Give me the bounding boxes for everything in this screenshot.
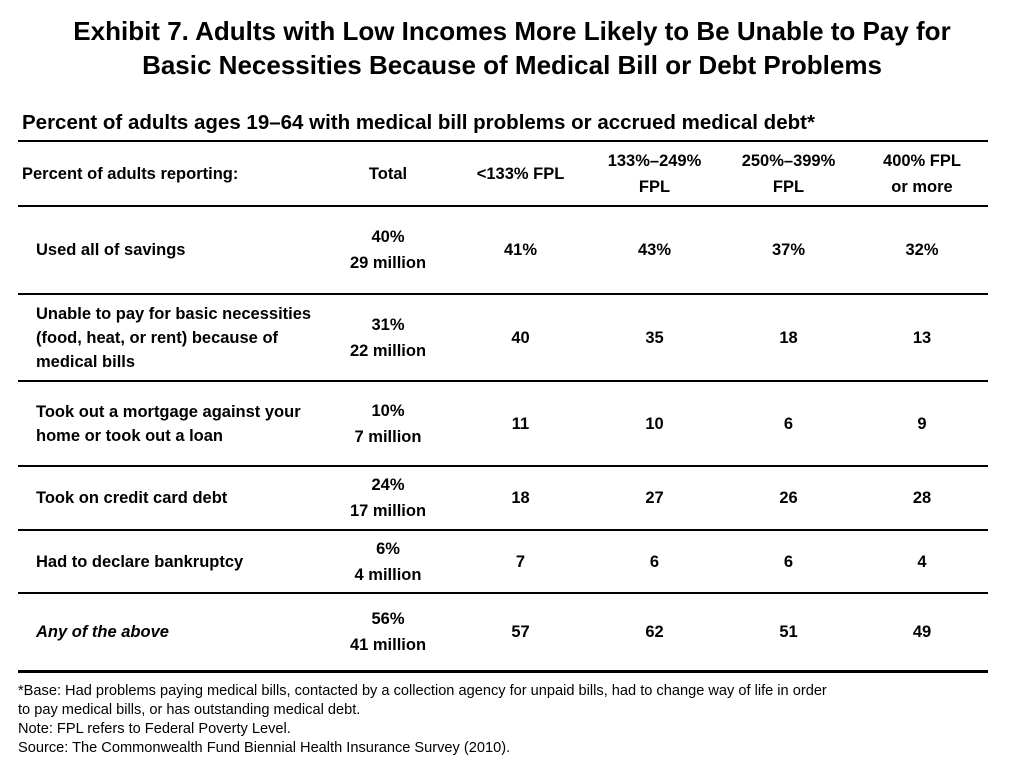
fpl-below-133-cell: 11 — [511, 414, 530, 433]
fpl-400-plus-cell: 4 — [917, 552, 927, 571]
total-percent: 6% — [376, 539, 400, 558]
table-row: Took out a mortgage against your home or… — [18, 382, 988, 465]
fpl-133-249-cell: 6 — [649, 552, 660, 571]
fpl-133-249-cell: 43% — [637, 241, 672, 259]
fpl-below-133-cell: 7 — [515, 552, 526, 571]
fpl-400-plus-cell: 9 — [917, 414, 927, 433]
fpl-250-399-cell: 18 — [779, 328, 798, 347]
fpl-133-249-cell: 35 — [645, 328, 664, 347]
total-percent: 10% — [371, 401, 405, 420]
table-top-rule — [18, 140, 988, 142]
total-cell: 10% 7 million — [323, 382, 453, 465]
fpl-250-399-cell: 6 — [783, 552, 794, 571]
header-fpl-133-249-line-1: 133%–249% — [607, 151, 702, 170]
total-count: 4 million — [354, 565, 422, 584]
fpl-400-plus-cell: 13 — [912, 328, 932, 347]
total-count: 22 million — [349, 341, 427, 360]
row-divider — [18, 465, 988, 467]
fpl-below-133-cell: 57 — [511, 623, 530, 641]
fpl-250-399-cell: 37% — [771, 241, 806, 259]
table-row: Any of the above 56% 41 million 57 62 51… — [18, 594, 988, 670]
exhibit-title-line-2: Basic Necessities Because of Medical Bil… — [142, 50, 882, 80]
total-count: 17 million — [349, 502, 427, 520]
header-fpl-133-249: 133%–249% FPL — [588, 142, 721, 205]
header-fpl-400-plus: 400% FPL or more — [856, 142, 988, 205]
row-label: Took on credit card debt — [36, 489, 228, 507]
row-label: Unable to pay for basic necessities (foo… — [36, 304, 312, 371]
total-count: 41 million — [349, 636, 427, 654]
footnotes: *Base: Had problems paying medical bills… — [18, 682, 1008, 758]
table-bottom-rule — [18, 670, 988, 673]
base-footnote-line-1: *Base: Had problems paying medical bills… — [18, 683, 827, 699]
row-label: Any of the above — [36, 623, 169, 641]
table-header-row: Percent of adults reporting: Total <133%… — [18, 142, 988, 205]
fpl-400-plus-cell: 32% — [905, 241, 939, 259]
exhibit-subtitle: Percent of adults ages 19–64 with medica… — [22, 111, 815, 134]
row-label: Had to declare bankruptcy — [36, 552, 244, 571]
header-fpl-400-line-2: or more — [891, 177, 953, 196]
fpl-250-399-cell: 6 — [783, 414, 794, 433]
source-note: Source: The Commonwealth Fund Biennial H… — [18, 740, 511, 756]
total-cell: 56% 41 million — [323, 594, 453, 670]
total-cell: 6% 4 million — [323, 531, 453, 592]
row-divider — [18, 592, 988, 594]
exhibit-title: Exhibit 7. Adults with Low Incomes More … — [0, 14, 1024, 82]
fpl-400-plus-cell: 28 — [912, 489, 932, 507]
total-percent: 40% — [371, 228, 405, 246]
table-row: Unable to pay for basic necessities (foo… — [18, 295, 988, 380]
header-fpl-250-399: 250%–399% FPL — [721, 142, 856, 205]
fpl-below-133-cell: 40 — [511, 328, 530, 347]
header-fpl-400-line-1: 400% FPL — [883, 151, 961, 170]
header-label: Percent of adults reporting: — [22, 164, 239, 183]
exhibit-title-line-1: Exhibit 7. Adults with Low Incomes More … — [73, 16, 951, 46]
total-cell: 24% 17 million — [323, 467, 453, 529]
fpl-note: Note: FPL refers to Federal Poverty Leve… — [18, 721, 291, 737]
row-divider — [18, 380, 988, 382]
table-row: Used all of savings 40% 29 million 41% 4… — [18, 207, 988, 293]
row-label: Took out a mortgage against your home or… — [36, 402, 301, 445]
header-fpl-133-249-line-2: FPL — [638, 177, 671, 196]
header-total: Total — [368, 164, 408, 183]
fpl-133-249-cell: 10 — [645, 414, 664, 433]
fpl-133-249-cell: 27 — [645, 489, 664, 507]
header-fpl-below-133: <133% FPL — [476, 164, 565, 183]
table-row: Took on credit card debt 24% 17 million … — [18, 467, 988, 529]
fpl-250-399-cell: 51 — [779, 623, 798, 641]
table-row: Had to declare bankruptcy 6% 4 million 7… — [18, 531, 988, 592]
total-percent: 56% — [371, 610, 405, 628]
total-percent: 31% — [371, 315, 405, 334]
fpl-below-133-cell: 18 — [511, 489, 530, 507]
fpl-below-133-cell: 41% — [503, 241, 538, 259]
row-label: Used all of savings — [36, 241, 186, 259]
base-footnote-line-2: to pay medical bills, or has outstanding… — [18, 702, 361, 718]
total-count: 7 million — [354, 427, 422, 446]
row-divider — [18, 293, 988, 295]
row-divider — [18, 529, 988, 531]
total-cell: 40% 29 million — [323, 207, 453, 293]
header-fpl-250-399-line-2: FPL — [772, 177, 805, 196]
fpl-250-399-cell: 26 — [779, 489, 798, 507]
header-fpl-250-399-line-1: 250%–399% — [741, 151, 836, 170]
total-percent: 24% — [371, 476, 405, 494]
fpl-133-249-cell: 62 — [645, 623, 664, 641]
fpl-400-plus-cell: 49 — [912, 623, 932, 641]
header-bottom-rule — [18, 205, 988, 207]
total-cell: 31% 22 million — [323, 295, 453, 380]
total-count: 29 million — [349, 254, 427, 272]
